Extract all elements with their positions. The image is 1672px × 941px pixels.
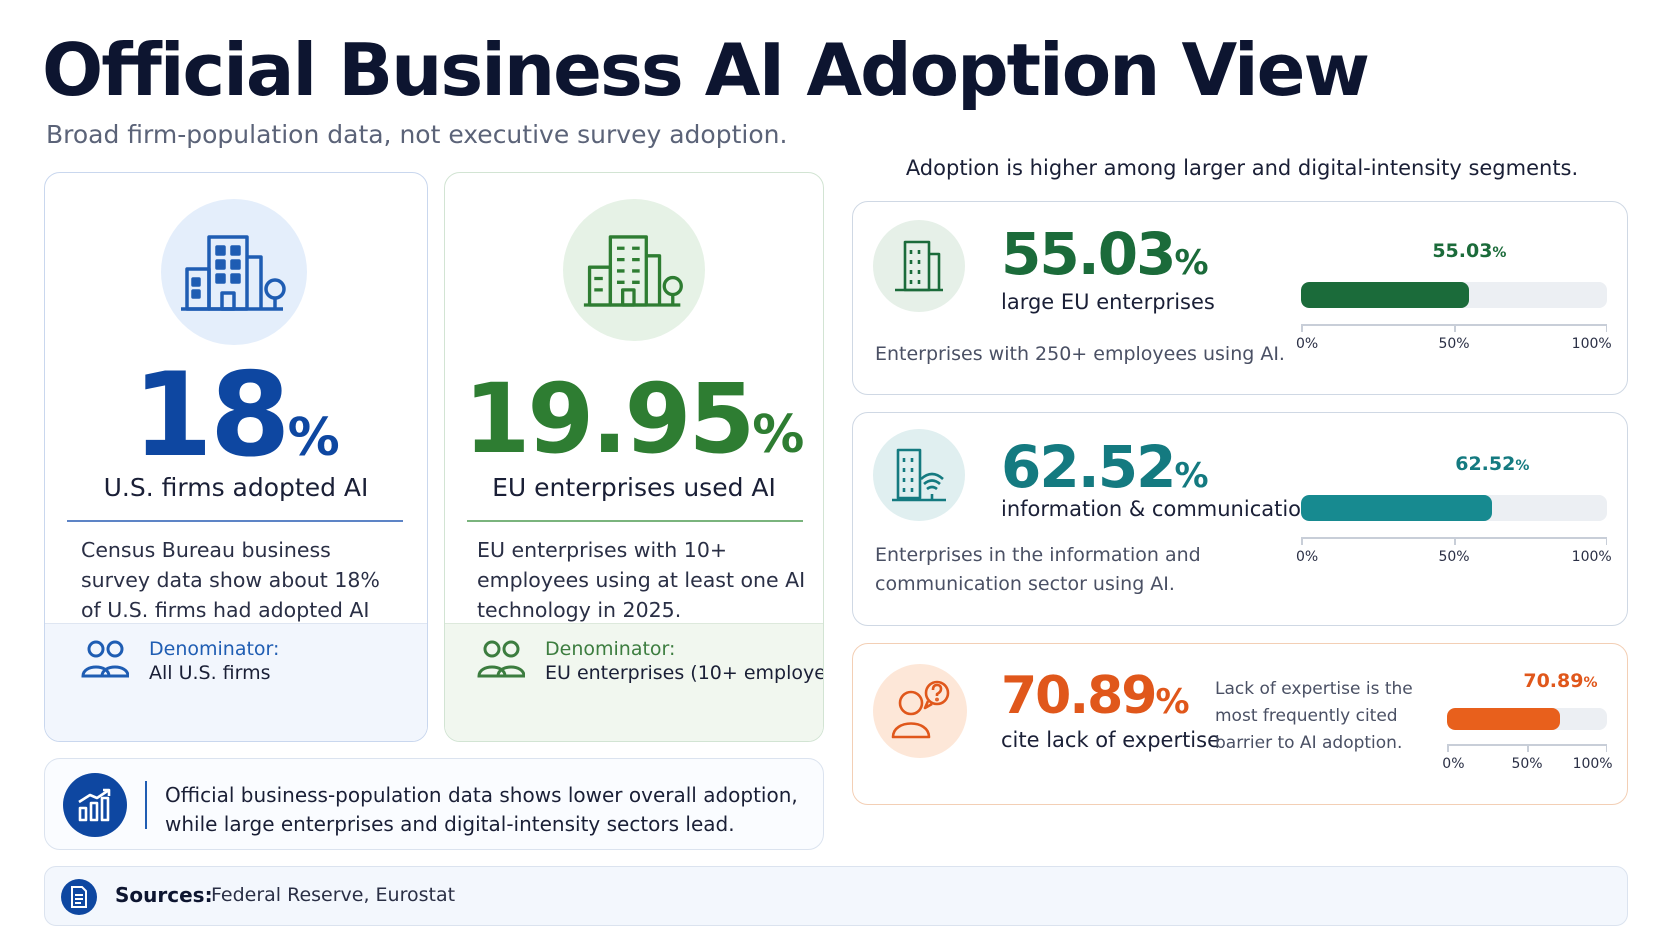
page-subtitle: Broad firm-population data, not executiv… [46,120,788,149]
bar-value-label: 70.89% [1523,670,1598,692]
people-icon [477,640,525,678]
us-adoption-card: 18% U.S. firms adopted AI Census Bureau … [44,172,428,742]
eu-adoption-label: EU enterprises used AI [492,473,776,502]
axis-tick-label: 50% [1511,756,1543,772]
us-adoption-value: 18% [132,348,340,483]
insight-icon-circle [63,773,127,837]
stat-description: Enterprises with 250+ employees using AI… [875,343,1285,365]
axis-tick [1454,324,1456,332]
axis-tick-label: 100% [1571,336,1612,352]
us-denominator: Denominator: All U.S. firms [45,623,427,741]
axis-tick [1605,744,1607,752]
people-icon [81,640,129,678]
sources-bar: Sources: Federal Reserve, Eurostat [44,866,1628,926]
axis-tick [1447,744,1449,752]
segments-heading: Adoption is higher among larger and digi… [905,156,1579,180]
axis-tick-label: 100% [1571,549,1612,565]
axis-tick-label: 0% [1442,756,1465,772]
denominator-value: EU enterprises (10+ employees) [545,662,824,684]
eu-denominator: Denominator: EU enterprises (10+ employe… [445,623,823,741]
chart-growth-icon [78,788,111,822]
sources-label: Sources: [115,883,213,907]
eu-adoption-description: EU enterprises with 10+ employees using … [477,538,806,622]
building-icon [895,240,943,292]
stat-value: 55.03% [1001,220,1209,288]
progress-fill [1301,495,1493,521]
progress-fill [1301,282,1470,308]
progress-axis: 0% 50% 100% [1296,537,1612,567]
progress-track [1447,708,1607,730]
eu-adoption-card: 19.95% EU enterprises used AI EU enterpr… [444,172,824,742]
stat-description: Enterprises in the information and commu… [875,544,1201,595]
insight-banner: Official business-population data shows … [44,758,824,850]
denominator-value: All U.S. firms [149,662,271,684]
progress-axis: 0% 50% 100% [1442,744,1613,774]
axis-tick-label: 100% [1572,756,1613,772]
building-wifi-icon [892,448,946,502]
office-building-icon [181,235,286,311]
divider [67,520,403,522]
stat-description: Lack of expertise is the most frequently… [1215,679,1413,753]
denominator-label: Denominator: [149,638,280,660]
stat-card-lack-of-expertise: 70.89% cite lack of expertise Lack of ex… [852,643,1628,805]
stat-value: 70.89% [1001,666,1190,726]
axis-tick-label: 50% [1438,549,1470,565]
denominator-label: Denominator: [545,638,676,660]
document-icon [71,886,87,908]
bar-value-label: 62.52% [1455,453,1530,475]
divider [467,520,803,522]
progress-track [1301,282,1607,308]
page-title: Official Business AI Adoption View [42,28,1370,112]
eu-adoption-value: 19.95% [463,363,805,475]
office-building-icon [583,235,683,307]
progress-track [1301,495,1607,521]
insight-separator [145,781,147,829]
person-question-icon [891,680,950,739]
axis-tick [1527,744,1529,752]
stat-label: cite lack of expertise [1001,728,1221,752]
insight-text: Official business-population data shows … [165,783,798,836]
stat-icon-circle [873,664,967,758]
eu-icon-circle [563,199,705,341]
bar-value-label: 55.03% [1432,240,1507,262]
progress-axis: 0% 50% 100% [1296,324,1612,354]
src-icon-circle [61,879,97,915]
axis-tick [1605,324,1607,332]
stat-label: information & communication [1001,497,1315,521]
axis-tick [1301,324,1303,332]
sources-value: Federal Reserve, Eurostat [211,884,456,906]
us-icon-circle [161,199,307,345]
axis-tick-label: 0% [1296,549,1319,565]
stat-label: large EU enterprises [1001,290,1215,314]
axis-tick [1454,537,1456,545]
stat-card-large-enterprises: 55.03% large EU enterprises Enterprises … [852,201,1628,395]
axis-tick [1301,537,1303,545]
axis-tick-label: 0% [1296,336,1319,352]
stat-icon-circle [873,429,965,521]
stat-card-info-communication: 62.52% information & communication Enter… [852,412,1628,626]
stat-value: 62.52% [1001,433,1209,501]
progress-fill [1447,708,1561,730]
axis-tick [1605,537,1607,545]
stat-icon-circle [873,220,965,312]
axis-tick-label: 50% [1438,336,1470,352]
us-adoption-label: U.S. firms adopted AI [103,473,369,502]
